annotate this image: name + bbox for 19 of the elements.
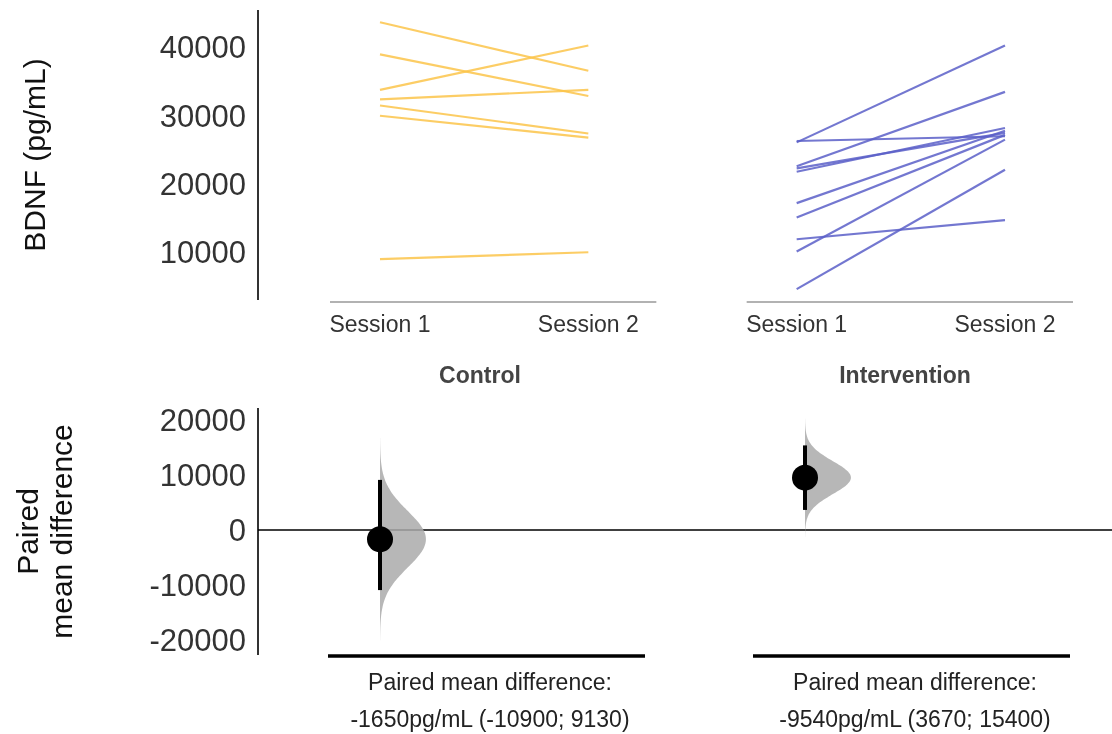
y-tick-label: 10000 bbox=[159, 457, 246, 493]
x-tick-label: Session 2 bbox=[537, 311, 639, 337]
y-tick-label: 10000 bbox=[159, 235, 246, 271]
x-tick-label: Session 1 bbox=[746, 311, 848, 337]
x-tick-label: Session 2 bbox=[954, 311, 1056, 337]
y-tick-label: 20000 bbox=[159, 402, 246, 438]
text: Paired mean difference: -1650pg/mL (-10900; 9130) bbox=[350, 669, 630, 732]
y-tick-label: 20000 bbox=[159, 166, 246, 202]
x-tick-label: Control bbox=[439, 362, 521, 388]
x-tick-label: Session 1 bbox=[329, 311, 431, 337]
y-axis-title: BDNF (pg/mL) bbox=[18, 58, 51, 252]
x-tick-label: Intervention bbox=[839, 362, 971, 388]
y-tick-label: 30000 bbox=[159, 98, 246, 134]
y-tick-label: -10000 bbox=[149, 567, 246, 603]
y-axis-title: Paired mean difference bbox=[11, 424, 78, 639]
y-tick-label: -20000 bbox=[149, 623, 246, 658]
y-tick-label: 0 bbox=[228, 512, 246, 548]
y-tick-label: 40000 bbox=[159, 30, 246, 66]
text: Paired mean difference: -9540pg/mL (3670; 15400) bbox=[779, 669, 1051, 732]
